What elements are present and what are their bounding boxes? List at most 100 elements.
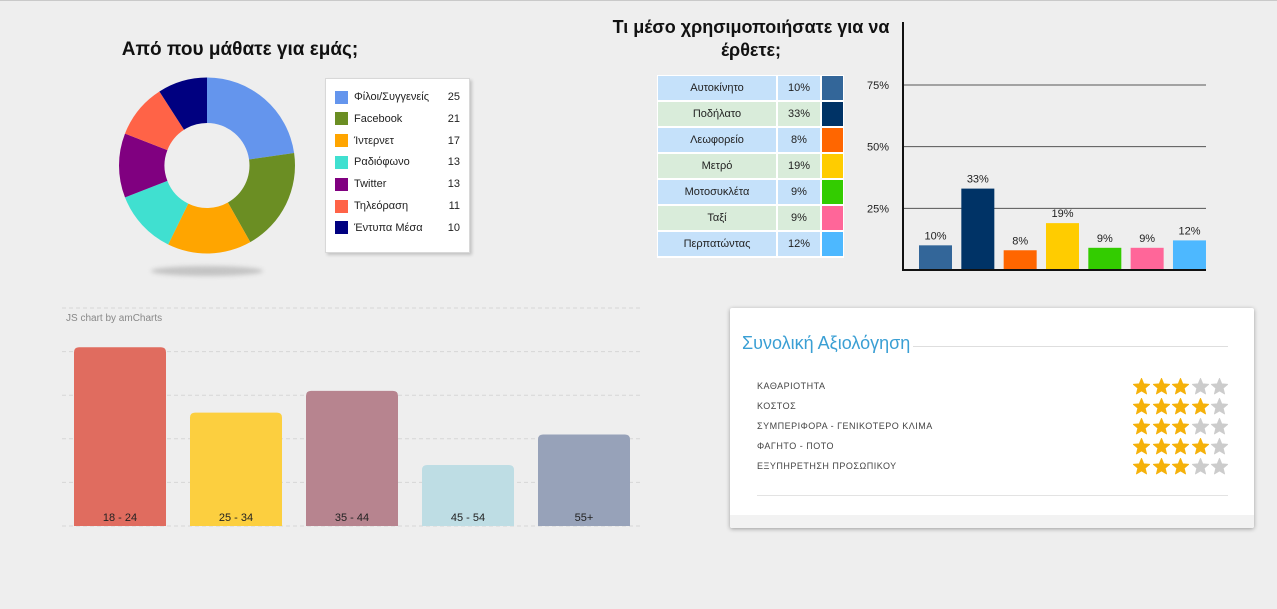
star-shape	[1211, 457, 1228, 474]
rating-row: ΚΑΘΑΡΙΟΤΗΤΑ	[757, 376, 1228, 396]
table-color-swatch	[822, 206, 843, 230]
table-cell-label: Λεωφορείο	[658, 128, 776, 152]
table-cell-percent: 10%	[778, 76, 820, 100]
star-shape	[1172, 417, 1189, 434]
donut-slice	[207, 77, 295, 160]
donut-shadow	[151, 266, 263, 276]
table-cell-percent: 19%	[778, 154, 820, 178]
star-shape	[1152, 417, 1170, 434]
bar-value-label: 8%	[1012, 235, 1028, 247]
legend-value: 11	[448, 200, 460, 212]
star-filled-icon	[1133, 457, 1150, 474]
star-shape	[1211, 437, 1228, 454]
star-shape	[1172, 377, 1189, 394]
bar	[306, 390, 398, 526]
legend-label: Ραδιόφωνο	[354, 156, 410, 169]
donut-slices	[119, 77, 295, 254]
y-tick-label: 75%	[867, 80, 889, 92]
star-shape	[1172, 457, 1189, 474]
star-rating	[1133, 457, 1228, 475]
legend-label: Φίλοι/Συγγενείς	[354, 91, 430, 103]
star-filled-icon	[1133, 417, 1150, 434]
bar	[1045, 223, 1079, 270]
table-cell-percent: 8%	[778, 128, 820, 152]
transport-legend-table: Αυτοκίνητο 10% Ποδήλατο 33% Λεωφορείο 8% Μετρό…	[657, 75, 844, 258]
bar-value-label: 9%	[1097, 233, 1113, 245]
rating-label: ΚΑΘΑΡΙΟΤΗΤΑ	[757, 381, 826, 391]
table-cell-label: Ποδήλατο	[658, 102, 776, 126]
star-shape	[1133, 377, 1150, 394]
star-filled-icon	[1172, 397, 1189, 414]
donut-slice	[119, 133, 168, 198]
table-row: Μοτοσυκλέτα 9%	[658, 180, 843, 204]
bar-category-label: 55+	[575, 512, 594, 524]
legend-item: Twitter 13	[326, 174, 469, 194]
star-empty-icon	[1211, 457, 1228, 474]
bar	[919, 245, 952, 270]
star-shape	[1211, 397, 1228, 414]
star-shape	[1191, 397, 1209, 414]
star-shape	[1133, 457, 1150, 474]
donut-slice	[227, 152, 295, 243]
rating-title: Συνολική Αξιολόγηση	[742, 333, 911, 353]
star-filled-icon	[1152, 417, 1170, 434]
donut-slice	[168, 202, 251, 254]
legend-swatch	[335, 90, 348, 104]
bar-value-label: 10%	[924, 230, 946, 242]
y-tick-label: 25%	[867, 203, 889, 215]
bar	[1130, 247, 1164, 270]
star-filled-icon	[1152, 397, 1170, 414]
table-color-swatch	[822, 128, 843, 152]
star-shape	[1133, 437, 1150, 454]
legend-label: Facebook	[354, 112, 403, 125]
table-color-swatch	[822, 232, 843, 256]
legend-swatch	[335, 155, 348, 169]
table-cell-percent: 33%	[778, 102, 820, 126]
table-cell-label: Ταξί	[658, 206, 776, 230]
bar-value-label: 19%	[1051, 208, 1073, 220]
legend-label: Twitter	[354, 178, 387, 191]
legend-swatch	[335, 134, 348, 148]
star-filled-icon	[1133, 437, 1150, 454]
legend-swatch	[335, 221, 348, 235]
legend-value: 25	[447, 91, 460, 103]
donut-chart-title: Από που μάθατε για εμάς;	[121, 39, 359, 60]
star-filled-icon	[1172, 437, 1189, 454]
legend-label: Ίντερνετ	[354, 134, 394, 147]
star-empty-icon	[1191, 457, 1209, 474]
table-cell-label: Περπατώντας	[658, 232, 776, 256]
bar	[538, 434, 630, 526]
y-tick-label: 50%	[867, 142, 889, 154]
table-cell-percent: 9%	[778, 206, 820, 230]
legend-item: Τηλεόραση 11	[326, 196, 469, 216]
donut-slice	[125, 91, 185, 151]
star-filled-icon	[1172, 377, 1189, 394]
legend-value: 21	[447, 112, 460, 125]
star-shape	[1152, 377, 1170, 394]
star-empty-icon	[1191, 417, 1209, 434]
rating-label: ΚΟΣΤΟΣ	[757, 401, 797, 411]
age-bar-chart: 18 - 24 25 - 34 35 - 44 45 - 54 55+	[62, 307, 640, 527]
star-shape	[1191, 377, 1209, 394]
legend-item: Ραδιόφωνο 13	[326, 152, 469, 172]
table-cell-percent: 9%	[778, 180, 820, 204]
rating-label: ΦΑΓΗΤΟ - ΠΟΤΟ	[757, 441, 835, 451]
star-shape	[1152, 457, 1170, 474]
rating-label: ΣΥΜΠΕΡΙΦΟΡΑ - ΓΕΝΙΚΟΤΕΡΟ ΚΛΙΜΑ	[757, 421, 933, 431]
rating-row: ΕΞΥΠΗΡΕΤΗΣΗ ΠΡΟΣΩΠΙΚΟΥ	[757, 456, 1228, 476]
bar	[961, 188, 995, 270]
rating-label: ΕΞΥΠΗΡΕΤΗΣΗ ΠΡΟΣΩΠΙΚΟΥ	[757, 461, 897, 471]
bar-value-label: 12%	[1178, 225, 1200, 237]
amcharts-credit-link[interactable]: JS chart by amCharts	[66, 313, 163, 324]
legend-value: 17	[447, 134, 460, 147]
star-rating	[1133, 397, 1228, 415]
star-empty-icon	[1211, 397, 1228, 414]
legend-label: Τηλεόραση	[354, 200, 409, 212]
rating-title-rule	[913, 346, 1228, 347]
star-filled-icon	[1152, 457, 1170, 474]
star-shape	[1152, 437, 1170, 454]
rating-row: ΚΟΣΤΟΣ	[757, 396, 1228, 416]
transport-chart-title: Τι μέσο χρησιμοποιήσατε για να έρθετε;	[612, 17, 890, 60]
star-rating	[1133, 437, 1228, 455]
